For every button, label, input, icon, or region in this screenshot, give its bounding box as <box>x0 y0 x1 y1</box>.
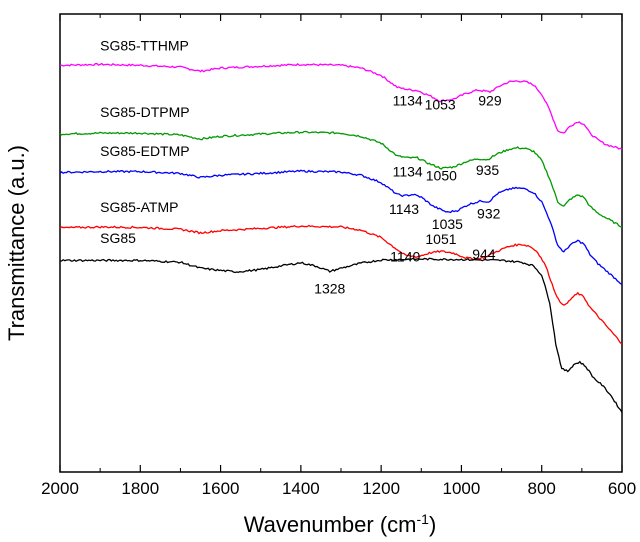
x-axis-title-main: Wavenumber (cm <box>244 512 417 537</box>
y-axis-title: Transmittance (a.u.) <box>4 145 29 341</box>
series-line <box>59 257 623 413</box>
peak-label: 1140 <box>390 248 420 264</box>
x-axis-title-close: ) <box>429 512 436 537</box>
peak-label: 935 <box>476 162 500 178</box>
x-tick-label: 800 <box>528 479 556 498</box>
x-tick-label: 1400 <box>282 479 320 498</box>
peak-label: 1328 <box>314 280 345 296</box>
x-tick-label: 1200 <box>362 479 400 498</box>
series-label: SG85 <box>100 230 136 246</box>
peak-label: 932 <box>477 206 501 222</box>
peak-label: 1143 <box>389 201 419 217</box>
peak-label: 1050 <box>426 168 457 184</box>
series-label: SG85-DTPMP <box>100 104 189 120</box>
series-line <box>59 130 623 228</box>
x-tick-label: 1600 <box>202 479 240 498</box>
series-label: SG85-EDTMP <box>100 143 189 159</box>
series-labels: SG85-TTHMP SG85-DTPMP SG85-EDTMP SG85-ATMP S… <box>100 38 189 246</box>
x-tick-label: 600 <box>608 479 636 498</box>
peak-label: 1051 <box>425 231 456 247</box>
peak-label: 1053 <box>425 96 456 112</box>
peak-label: 1134 <box>393 93 423 109</box>
x-tick-label: 2000 <box>41 479 79 498</box>
plot-border <box>59 13 623 473</box>
series-line <box>59 224 623 345</box>
x-axis-title-sup: -1 <box>417 511 430 527</box>
x-axis: 2000 1800 1600 1400 1200 1000 800 600 <box>41 14 636 498</box>
x-axis-title: Wavenumber (cm-1) <box>244 511 437 537</box>
series-label: SG85-TTHMP <box>100 38 189 54</box>
series-line <box>59 62 623 150</box>
series-label: SG85-ATMP <box>100 199 178 215</box>
plot-area <box>59 13 623 473</box>
peak-label: 944 <box>472 246 496 262</box>
series-line <box>59 169 623 285</box>
peak-label: 1035 <box>432 216 463 232</box>
peak-label: 929 <box>478 93 502 109</box>
series-layer <box>59 62 623 413</box>
x-tick-label: 1000 <box>443 479 481 498</box>
x-tick-label: 1800 <box>121 479 159 498</box>
peak-label: 1134 <box>393 164 423 180</box>
